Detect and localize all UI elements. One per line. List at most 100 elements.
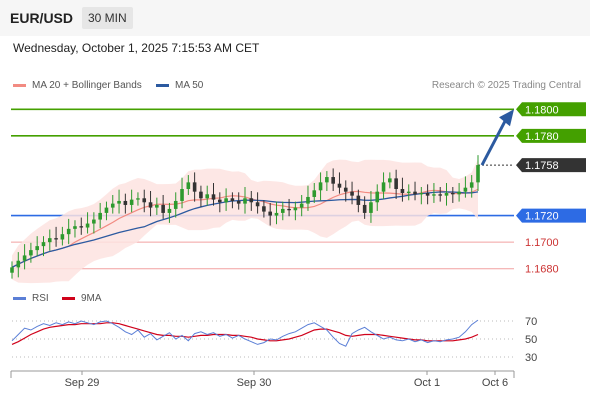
candle-body [419,192,424,195]
ma50-swatch [156,84,169,87]
candle-body [35,246,39,251]
rsi-swatch [13,297,26,300]
candle-body [318,182,323,191]
rsi-tick-label: 30 [525,352,537,364]
candle-body [218,199,222,203]
candle-body [79,226,84,228]
candle-body [224,198,228,203]
rsi-line [11,319,479,347]
candle-body [148,202,153,208]
candle-body [337,183,342,188]
candle-body [85,223,90,228]
candle-body [243,198,247,204]
candle-body [123,200,128,205]
x-tick-label: Sep 30 [237,377,272,389]
candle-body [293,207,298,211]
candle-body [41,242,46,247]
candle-body [325,177,329,183]
candle-body [381,182,386,192]
candle-body [142,198,147,203]
legend-rsi-ma: 9MA [62,293,102,304]
legend-rsi-label: RSI [32,293,49,304]
legend-ma20: MA 20 + Bollinger Bands [13,80,142,91]
last-price-tag [516,158,586,173]
candle-body [388,178,392,183]
forecast-arrow-shaft [480,118,508,166]
candle-body [306,196,310,204]
candle-body [463,187,468,192]
candle-body [406,191,411,193]
candle-body [236,200,241,204]
legend-ma20-label: MA 20 + Bollinger Bands [32,80,142,91]
candle-body [173,200,178,209]
candle-body [22,255,27,261]
candle-body [343,187,348,192]
candle-body [262,206,266,212]
candle-body [356,195,361,205]
candle-body [375,191,380,203]
candle-body [10,267,14,273]
candle-body [469,182,474,188]
bollinger-band [12,159,478,284]
candle-body [394,178,398,189]
legend-ma50-label: MA 50 [175,80,204,91]
candle-body [73,226,77,229]
rsi-tick-label: 50 [525,334,537,346]
candle-body [29,250,33,256]
pivot-price-tag [516,208,586,223]
candle-body [66,228,71,235]
candle-body [129,199,134,205]
research-credit: Research © 2025 Trading Central [431,80,581,91]
legend-ma50: MA 50 [156,80,203,91]
candle-body [280,208,285,213]
resistance-price-label: 1.1800 [525,104,559,116]
x-tick-label: Sep 29 [65,377,100,389]
chart-datetime: Wednesday, October 1, 2025 7:15:53 AM CE… [13,41,260,55]
candle-body [104,207,109,213]
resistance-price-tag [516,102,586,117]
candle-body [457,191,461,195]
candle-body [110,203,115,208]
rsi-ma-swatch [62,297,75,300]
candle-body [331,177,335,184]
candle-body [155,204,159,208]
candle-body [476,165,480,183]
candle-body [167,208,172,213]
candle-body [362,204,367,213]
candle-body [287,208,291,211]
candle-body [249,198,254,203]
candle-body [47,238,52,243]
pivot-price-label: 1.1720 [525,211,559,223]
last-price-label: 1.1758 [525,160,559,172]
ma20-swatch [13,84,26,87]
candle-body [192,182,197,192]
candle-body [268,211,272,216]
candle-body [255,202,260,207]
candle-body [199,191,203,199]
candle-body [205,194,210,199]
candle-body [117,200,121,204]
candle-body [425,192,430,196]
candle-body [438,194,443,196]
legend-rsi: RSI [13,293,49,304]
candle-body [274,212,279,216]
candle-body [161,204,165,213]
candle-body [136,198,140,200]
candle-body [54,238,58,240]
candle-body [211,194,216,200]
rsi-tick-label: 70 [525,316,537,328]
candle-body [186,182,191,189]
support-price-label: 1.1680 [525,264,559,276]
support-price-label: 1.1700 [525,237,559,249]
candle-body [312,190,317,197]
candle-body [413,191,417,195]
candle-body [299,203,304,208]
legend-rsi-ma-label: 9MA [81,293,102,304]
candle-body [350,191,354,196]
candle-body [451,192,455,195]
forecast-arrow-head [499,109,514,127]
candle-body [92,219,96,224]
timeframe-badge[interactable]: 30 MIN [82,7,133,29]
instrument-symbol: EUR/USD [10,10,74,26]
